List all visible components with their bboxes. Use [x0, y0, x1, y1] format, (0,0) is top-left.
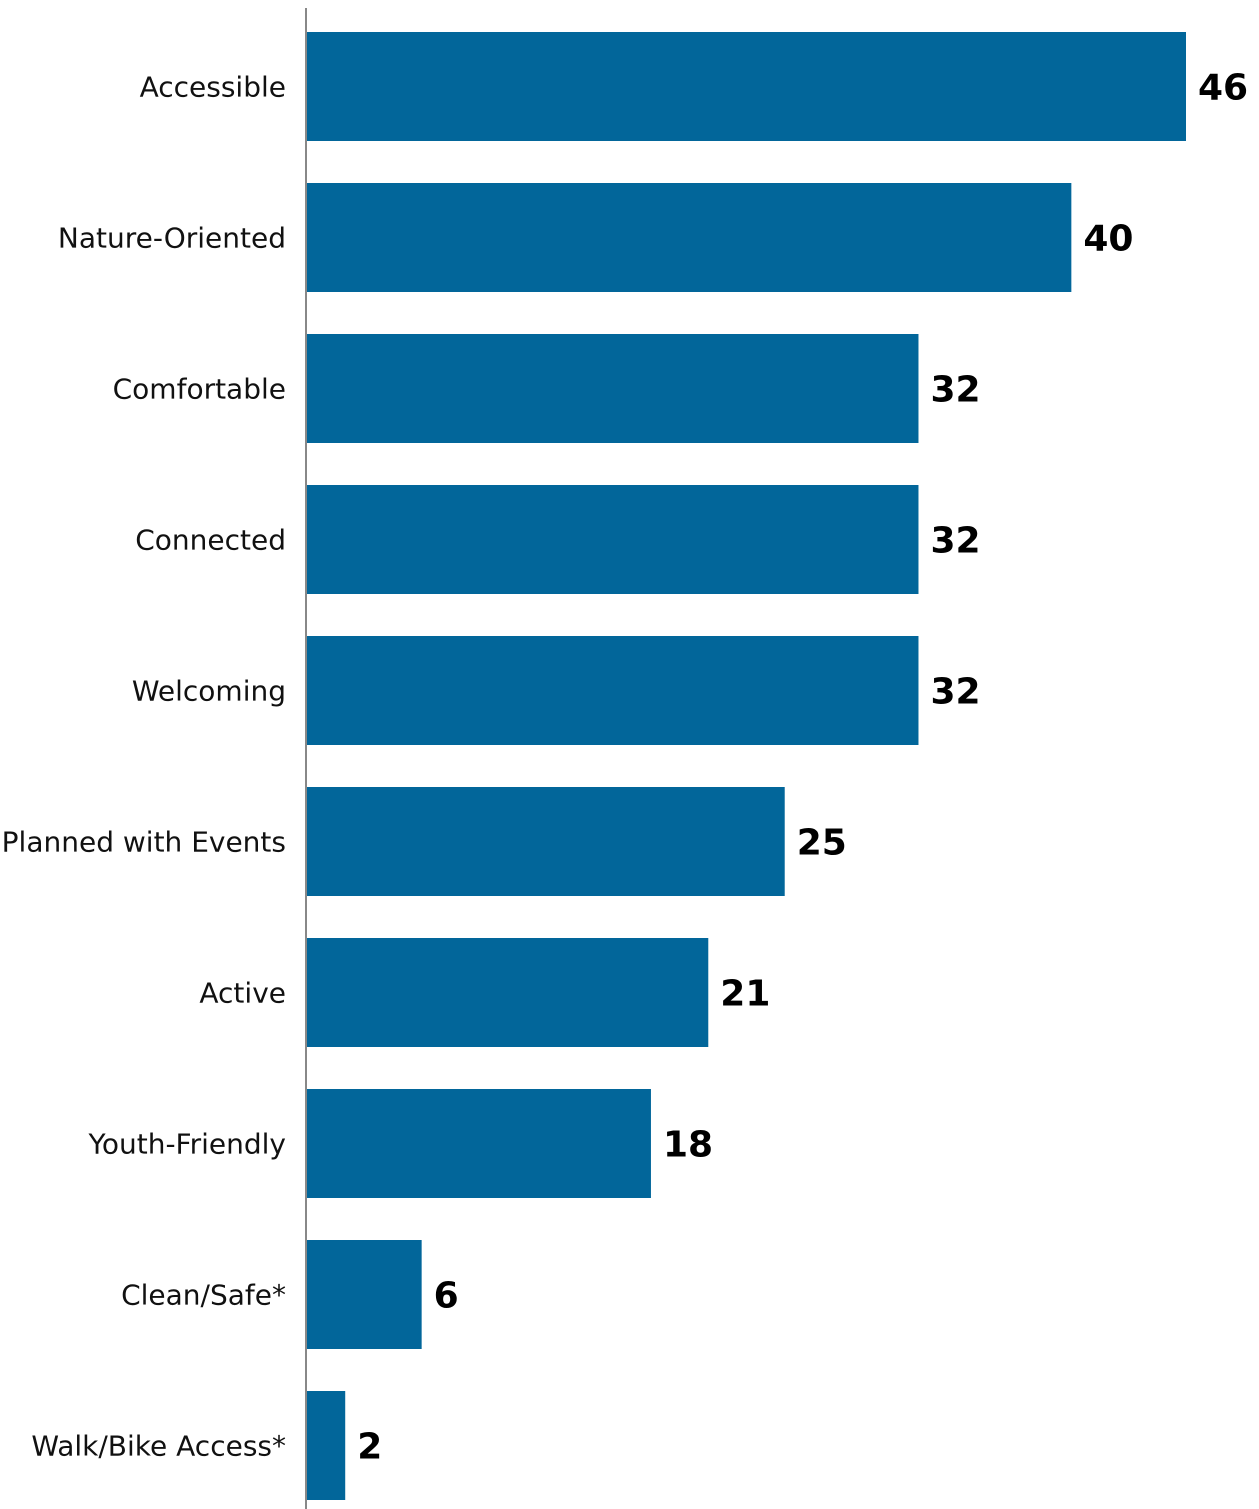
value-label-0: 46 [1198, 68, 1248, 109]
bar-5 [307, 787, 785, 896]
bar-3 [307, 485, 919, 594]
bar-9 [307, 1391, 346, 1500]
category-label-4: Welcoming [132, 675, 286, 708]
bar-8 [307, 1240, 422, 1349]
category-label-5: Planned with Events [2, 826, 286, 859]
bar-0 [307, 32, 1186, 141]
value-label-2: 32 [930, 370, 980, 411]
category-label-3: Connected [135, 524, 286, 557]
bar-1 [307, 183, 1072, 292]
value-label-8: 6 [434, 1276, 459, 1317]
bar-7 [307, 1089, 651, 1198]
bar-6 [307, 938, 709, 1047]
value-label-3: 32 [930, 521, 980, 562]
value-label-5: 25 [797, 823, 847, 864]
bars-group [307, 32, 1186, 1500]
category-label-7: Youth-Friendly [87, 1128, 286, 1161]
value-label-6: 21 [720, 974, 770, 1015]
category-labels-group: Accessible Nature-Oriented Comfortable Conn… [2, 71, 286, 1463]
value-label-1: 40 [1083, 219, 1133, 260]
value-label-4: 32 [930, 672, 980, 713]
value-label-7: 18 [663, 1125, 713, 1166]
category-label-6: Active [199, 977, 286, 1010]
value-labels-group: 46 40 32 32 32 25 21 18 6 2 [357, 68, 1248, 1468]
category-label-1: Nature-Oriented [58, 222, 286, 255]
category-label-9: Walk/Bike Access* [31, 1430, 286, 1463]
bar-4 [307, 636, 919, 745]
value-label-9: 2 [357, 1427, 382, 1468]
category-label-8: Clean/Safe* [121, 1279, 286, 1312]
category-label-2: Comfortable [113, 373, 286, 406]
bar-2 [307, 334, 919, 443]
category-label-0: Accessible [140, 71, 286, 104]
